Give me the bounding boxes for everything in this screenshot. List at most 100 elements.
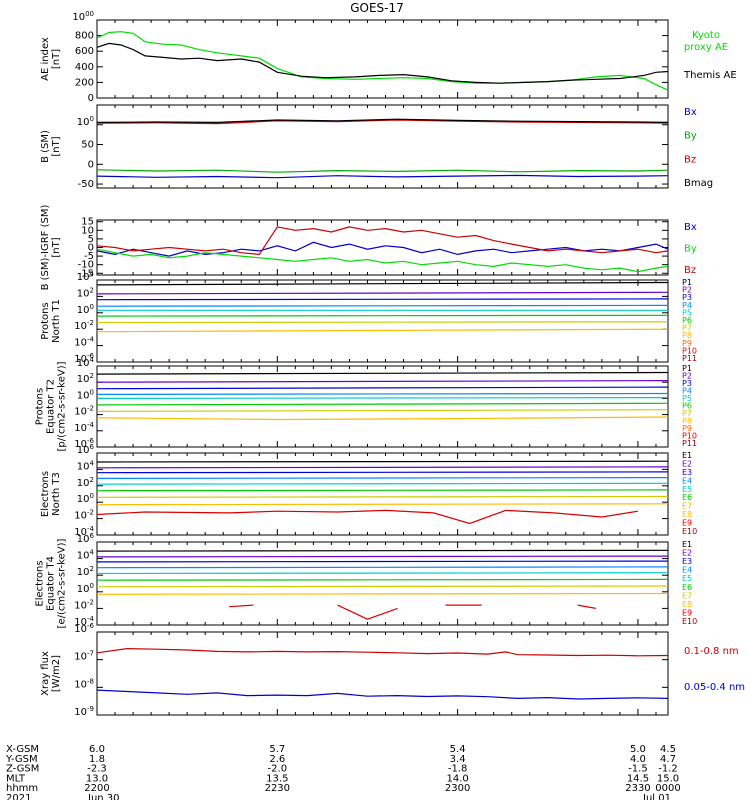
x-row-value: -1.8 bbox=[448, 764, 468, 775]
series-line-p6 bbox=[96, 402, 669, 406]
series-line-e6 bbox=[96, 489, 669, 492]
legend-label: Bz bbox=[684, 154, 696, 165]
y-axis-label: North T1 bbox=[51, 299, 62, 343]
legend-label: P6 bbox=[682, 402, 692, 411]
legend-label: E1 bbox=[682, 451, 692, 460]
legend-label: P8 bbox=[682, 331, 692, 340]
y-tick-label: 1000 bbox=[72, 10, 94, 23]
panel-frame bbox=[96, 365, 669, 448]
legend-label: E10 bbox=[682, 617, 697, 626]
legend-label: P3 bbox=[682, 379, 692, 388]
series-line-e5 bbox=[96, 482, 669, 485]
x-axis-annotation-rows: X-GSM 6.0 5.7 5.4 5.0 4.5 Y-GSM 1.8 2.6 3.4 4.0 4.7… bbox=[5, 744, 681, 800]
series-line-bz bbox=[96, 226, 669, 256]
x-row-value: 13.0 bbox=[86, 773, 108, 784]
y-axis-label: [nT] bbox=[51, 237, 62, 257]
series-line-e4 bbox=[96, 566, 669, 569]
y-tick-label: 10-4 bbox=[74, 421, 94, 434]
y-tick-label: 800 bbox=[75, 31, 94, 42]
legend-label: P11 bbox=[682, 439, 697, 448]
legend-label: proxy AE bbox=[684, 42, 728, 53]
y-tick-label: 10 bbox=[81, 225, 94, 236]
series-line-bz bbox=[96, 119, 669, 125]
y-tick-label: 0 bbox=[88, 93, 94, 104]
x-row-value: 5.4 bbox=[450, 744, 466, 755]
legend-label: P9 bbox=[682, 424, 692, 433]
legend-label: P9 bbox=[682, 339, 692, 348]
y-tick-label: -5 bbox=[84, 251, 94, 262]
y-tick-label: 102 bbox=[77, 565, 94, 578]
panel-frame bbox=[96, 452, 669, 536]
series-line-bmag bbox=[96, 118, 669, 124]
y-axis-label: [W/m2] bbox=[51, 655, 62, 692]
legend-label: E4 bbox=[682, 566, 692, 575]
x-row-value: 15.0 bbox=[657, 773, 679, 784]
legend-label: E7 bbox=[682, 502, 692, 511]
x-row-label: Z-GSM bbox=[6, 764, 39, 775]
legend-label: P6 bbox=[682, 316, 692, 325]
y-tick-label: 104 bbox=[77, 549, 95, 562]
legend-label: E8 bbox=[682, 510, 692, 519]
x-row-value: 6.0 bbox=[89, 744, 105, 755]
y-tick-label: 10-6 bbox=[74, 437, 94, 450]
legend-label: E6 bbox=[682, 583, 692, 592]
y-tick-label: 50 bbox=[81, 140, 94, 151]
legend-label: P2 bbox=[682, 372, 692, 381]
x-row-value: 5.0 bbox=[630, 744, 646, 755]
y-tick-label: 100 bbox=[77, 115, 94, 128]
legend-label: By bbox=[684, 244, 697, 255]
legend-label: E4 bbox=[682, 476, 692, 485]
y-tick-label: 10-4 bbox=[74, 615, 94, 628]
x-row-value: -1.5 bbox=[628, 764, 648, 775]
y-tick-label: 100 bbox=[77, 492, 94, 505]
series-line-p7 bbox=[96, 321, 669, 324]
y-axis-label: B (SM)-IGRF (SM) bbox=[40, 205, 51, 291]
series-line-p4 bbox=[96, 392, 669, 395]
panel-2: -50 0 50 100 B (SM) [nT] Bx By Bz Bmag bbox=[40, 104, 713, 190]
x-row-value: -2.0 bbox=[268, 764, 288, 775]
y-axis-label: B (SM) bbox=[40, 130, 51, 163]
panel-frame bbox=[96, 219, 669, 276]
x-row-value: 3.4 bbox=[450, 754, 466, 765]
x-row-value: -1.2 bbox=[658, 764, 678, 775]
y-tick-label: 102 bbox=[77, 372, 94, 385]
y-axis-label: AE index bbox=[40, 37, 51, 81]
legend-label: E8 bbox=[682, 600, 692, 609]
series-line-p8 bbox=[96, 416, 669, 421]
series-line-p2 bbox=[96, 291, 669, 295]
series-line-e7 bbox=[96, 585, 669, 588]
legend-label: P7 bbox=[682, 409, 692, 418]
y-tick-label: 10-6 bbox=[74, 622, 94, 635]
y-tick-label: 102 bbox=[77, 476, 94, 489]
y-tick-label: 400 bbox=[75, 62, 94, 73]
y-tick-label: -50 bbox=[78, 179, 94, 190]
y-tick-label: 15 bbox=[81, 217, 94, 228]
series-line-e1 bbox=[96, 549, 669, 552]
legend-label: Themis AE bbox=[683, 70, 737, 81]
series-line-e9 bbox=[96, 509, 638, 525]
x-row-label: 2021 bbox=[6, 793, 31, 800]
series-line-p3 bbox=[96, 386, 669, 390]
x-row-value: 2.6 bbox=[269, 754, 285, 765]
x-row-value: Jul 01 bbox=[642, 793, 671, 800]
legend-label: P5 bbox=[682, 394, 692, 403]
series-line-e9 bbox=[229, 604, 254, 608]
y-tick-label: 100 bbox=[77, 303, 94, 316]
series-line-0-05-0-4-nm bbox=[96, 689, 669, 700]
y-tick-label: -15 bbox=[78, 268, 94, 279]
x-row-value: -2.3 bbox=[87, 764, 107, 775]
x-row-value: 5.7 bbox=[269, 744, 285, 755]
series-line-p8 bbox=[96, 328, 669, 333]
legend-label: P4 bbox=[682, 301, 692, 310]
legend-label: P11 bbox=[682, 354, 697, 363]
x-row-label: MLT bbox=[6, 773, 26, 784]
x-row-value: 13.5 bbox=[266, 773, 288, 784]
y-tick-label: 10-7 bbox=[74, 650, 94, 663]
y-axis-label: [nT] bbox=[51, 49, 62, 69]
y-tick-label: 0 bbox=[88, 243, 94, 254]
panel-frame bbox=[96, 631, 669, 716]
legend-label: E3 bbox=[682, 557, 692, 566]
panel-frame bbox=[96, 279, 669, 363]
y-axis-label: Equator T4 bbox=[46, 556, 57, 611]
